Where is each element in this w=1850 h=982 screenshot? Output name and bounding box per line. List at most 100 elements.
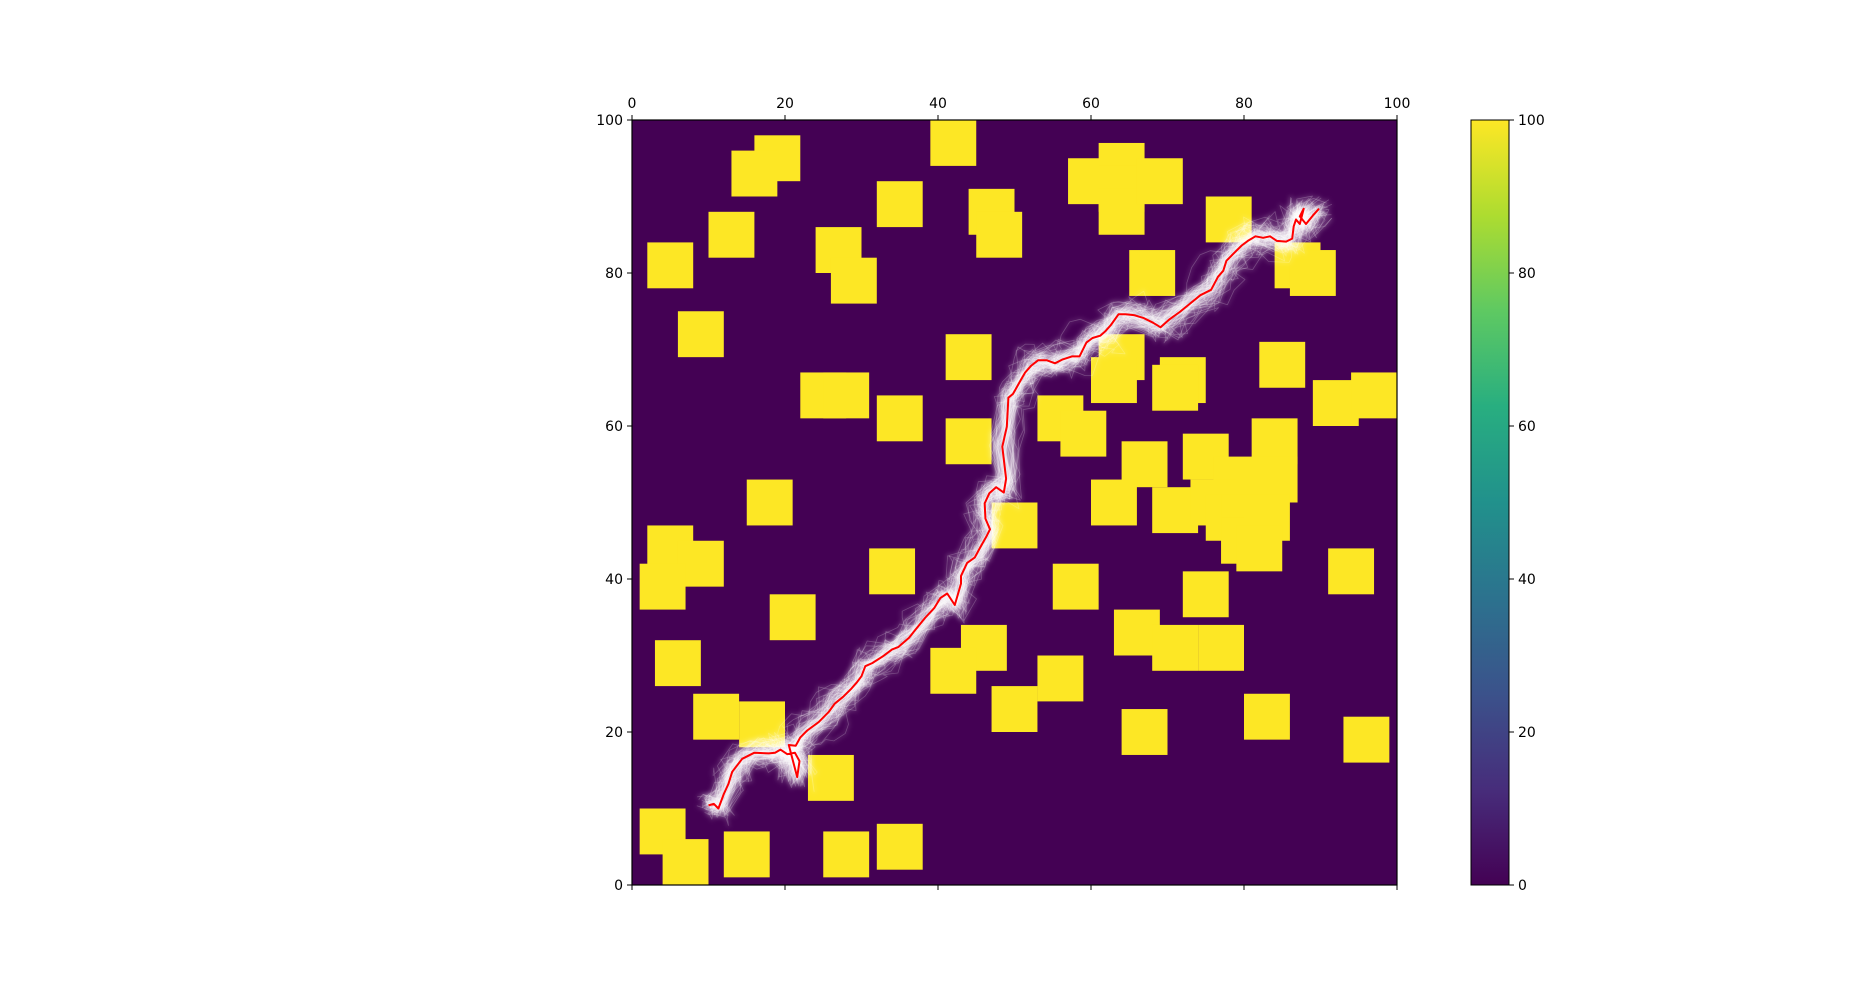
x-axis-ticks: 0 20 40 60 80 100 <box>628 96 1411 890</box>
y-tick-label: 40 <box>605 572 623 588</box>
trajectory-sample <box>705 211 1321 816</box>
trajectory-sample <box>703 197 1322 809</box>
obstacle-cell <box>1152 624 1199 671</box>
obstacle-cell <box>830 257 877 304</box>
obstacle-cell <box>945 418 992 465</box>
plot-frame <box>631 119 1398 886</box>
obstacle-cell <box>1244 693 1290 740</box>
trajectory-sample <box>706 210 1319 807</box>
obstacle-cell <box>1236 525 1283 572</box>
obstacle-cell <box>769 594 816 641</box>
colorbar-ticks: 0 20 40 60 80 100 <box>1509 113 1545 894</box>
trajectory-sample <box>711 202 1318 810</box>
trajectory-sample <box>712 199 1327 815</box>
x-tick-label: 20 <box>776 96 794 112</box>
obstacle-cell <box>723 831 770 878</box>
colorbar-tick-label: 100 <box>1518 113 1545 129</box>
trajectory-sample <box>705 202 1326 807</box>
y-tick-label: 20 <box>605 725 623 741</box>
trajectory-sample <box>714 203 1321 818</box>
colorbar-tick-label: 20 <box>1518 725 1536 741</box>
trajectory-sample <box>713 199 1305 826</box>
obstacle-cell <box>1091 479 1137 526</box>
obstacle-cell <box>1351 372 1397 419</box>
y-tick-label: 60 <box>605 419 623 435</box>
obstacle-cell <box>1136 158 1183 205</box>
x-tick-label: 100 <box>1384 96 1411 112</box>
obstacle-cell <box>677 311 724 358</box>
obstacle-cell <box>1121 709 1168 755</box>
y-axis-ticks: 0 20 40 60 80 100 <box>596 113 632 894</box>
obstacle-cell <box>654 640 701 687</box>
obstacle-cell <box>1343 716 1390 763</box>
obstacle-cell <box>976 211 1023 258</box>
trajectory-sample <box>702 214 1314 810</box>
best-path-line <box>708 207 1320 810</box>
obstacle-cell <box>1037 655 1084 702</box>
y-tick-label: 100 <box>596 113 623 129</box>
obstacle-cell <box>693 693 740 740</box>
trajectory-sample <box>710 207 1320 801</box>
trajectory-cloud <box>696 195 1333 826</box>
obstacle-cell <box>1198 624 1244 671</box>
trajectory-sample <box>703 202 1313 813</box>
trajectory-sample <box>713 195 1327 808</box>
trajectory-sample <box>707 201 1325 816</box>
colorbar-tick-label: 60 <box>1518 419 1536 435</box>
trajectory-sample <box>704 204 1324 801</box>
obstacle-cell <box>662 839 709 885</box>
x-tick-label: 40 <box>929 96 947 112</box>
trajectory-sample <box>702 205 1327 808</box>
trajectory-sample <box>713 208 1332 811</box>
obstacle-cell <box>1091 357 1137 404</box>
obstacle-cell <box>1289 250 1336 296</box>
obstacle-cell <box>1152 364 1199 411</box>
trajectory-sample <box>716 203 1333 802</box>
trajectory-glow <box>705 201 1327 818</box>
obstacle-cell <box>639 563 686 610</box>
obstacle-cell <box>876 181 923 228</box>
x-tick-label: 80 <box>1235 96 1253 112</box>
trajectory-sample <box>708 206 1317 813</box>
obstacle-cell <box>876 395 923 442</box>
colorbar-tick-label: 80 <box>1518 266 1536 282</box>
obstacle-cell <box>945 334 992 381</box>
best-path-layer <box>708 207 1320 810</box>
trajectory-sample <box>715 210 1325 816</box>
obstacle-cell <box>876 823 923 870</box>
obstacle-cell <box>1182 571 1229 618</box>
trajectory-sample <box>697 197 1315 803</box>
trajectory-sample <box>711 216 1333 816</box>
trajectory-sample <box>696 209 1326 812</box>
obstacle-cell <box>823 372 870 419</box>
trajectory-sample <box>707 218 1308 808</box>
trajectory-sample <box>714 201 1315 817</box>
obstacle-cell <box>869 548 916 595</box>
obstacle-cell <box>647 242 694 289</box>
obstacle-cell <box>1052 563 1099 610</box>
x-tick-label: 0 <box>628 96 637 112</box>
obstacle-cell <box>708 211 755 258</box>
obstacle-cell <box>746 479 793 526</box>
trajectory-sample <box>707 210 1319 811</box>
obstacle-cell <box>1129 250 1176 296</box>
trajectory-sample <box>708 211 1332 796</box>
trajectory-sample <box>711 203 1323 815</box>
colorbar <box>1470 119 1510 886</box>
trajectory-sample <box>706 206 1315 811</box>
trajectory-sample <box>711 196 1320 808</box>
x-tick-label: 60 <box>1082 96 1100 112</box>
trajectory-sample <box>704 218 1307 802</box>
colorbar-tick-label: 40 <box>1518 572 1536 588</box>
obstacle-cell <box>930 647 977 694</box>
obstacle-cell <box>930 120 977 166</box>
obstacles-layer <box>639 120 1397 885</box>
obstacle-cell <box>823 831 870 878</box>
trajectory-sample <box>711 211 1327 808</box>
obstacle-cell <box>731 150 778 197</box>
y-tick-label: 80 <box>605 266 623 282</box>
colorbar-tick-label: 0 <box>1518 878 1527 894</box>
trajectory-sample <box>707 208 1330 814</box>
obstacle-cell <box>1060 410 1107 457</box>
trajectory-sample <box>704 205 1313 820</box>
